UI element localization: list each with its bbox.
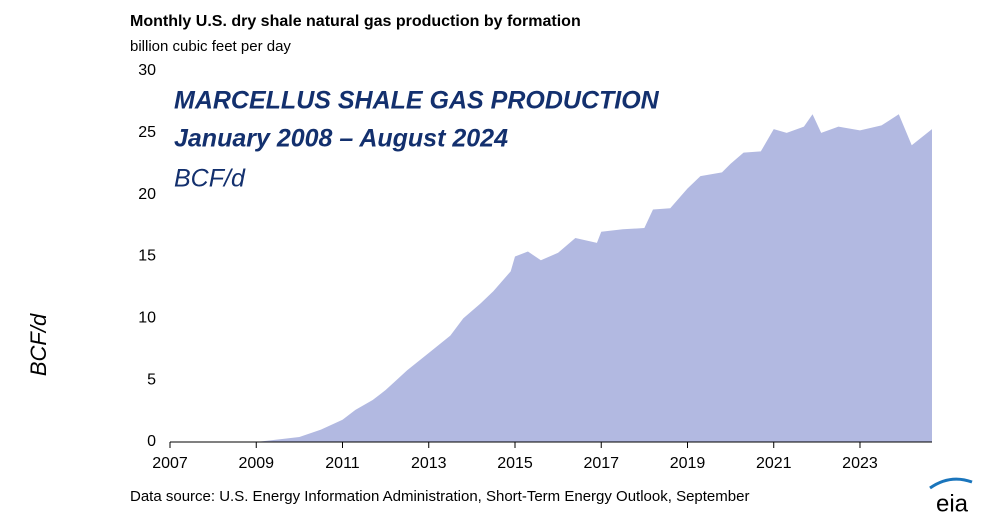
logo: eia [929, 477, 973, 517]
y-tick-label: 0 [147, 433, 156, 450]
annotation: January 2008 – August 2024 [174, 125, 508, 153]
y-tick-label: 10 [138, 310, 156, 327]
y-tick-label: 20 [138, 186, 156, 203]
annotation: BCF/d [174, 165, 246, 193]
y-tick-label: 15 [138, 248, 156, 265]
y-tick-label: 25 [138, 124, 156, 141]
logo-text: eia [936, 490, 969, 517]
chart-title: Monthly U.S. dry shale natural gas produ… [130, 13, 581, 30]
x-tick-label: 2023 [842, 455, 878, 472]
x-tick-label: 2013 [411, 455, 447, 472]
x-tick-label: 2015 [497, 455, 533, 472]
x-tick-label: 2017 [583, 455, 619, 472]
annotation: MARCELLUS SHALE GAS PRODUCTION [174, 87, 660, 115]
source-note: Data source: U.S. Energy Information Adm… [130, 488, 749, 505]
x-tick-label: 2007 [152, 455, 188, 472]
x-tick-label: 2011 [325, 455, 360, 472]
chart-subtitle: billion cubic feet per day [130, 38, 291, 55]
y-tick-label: 30 [138, 62, 156, 79]
y-axis-label: BCF/d [26, 313, 51, 376]
x-tick-label: 2019 [670, 455, 706, 472]
logo-swoosh [929, 477, 973, 490]
area [170, 114, 932, 443]
x-tick-label: 2009 [238, 455, 274, 472]
x-tick-label: 2021 [756, 455, 792, 472]
y-tick-label: 5 [147, 371, 156, 388]
